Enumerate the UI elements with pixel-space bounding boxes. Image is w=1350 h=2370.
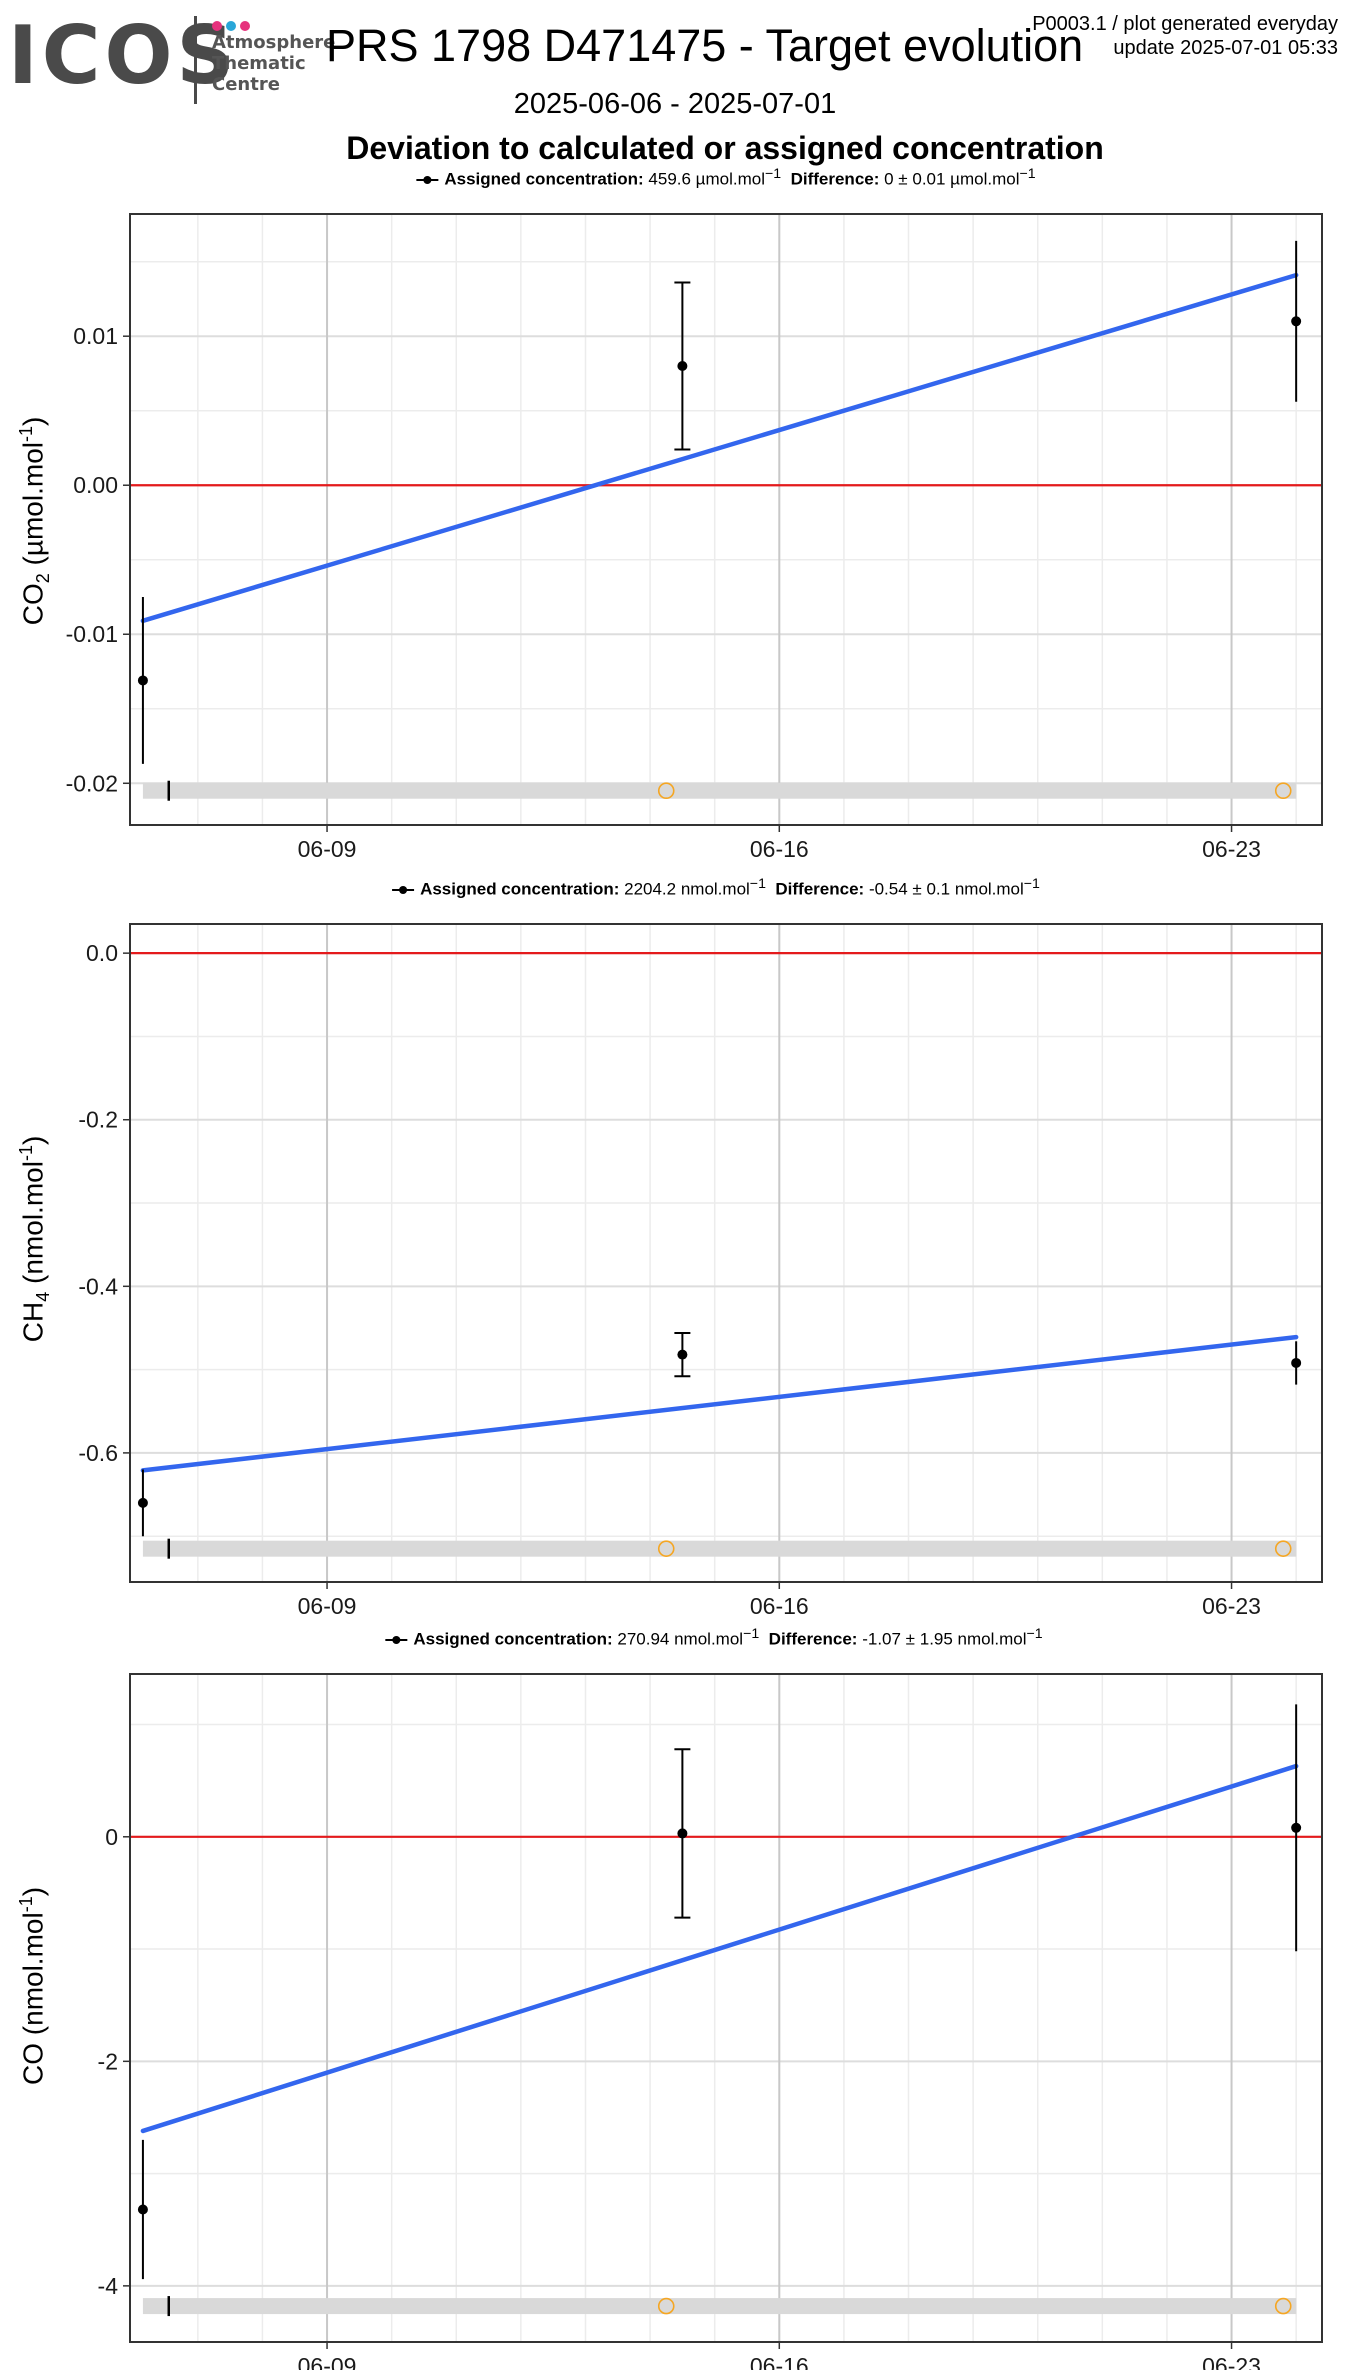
- x-tick-label: 06-09: [298, 836, 357, 862]
- logo-dots: [212, 18, 254, 31]
- trend-line: [140, 1334, 1299, 1473]
- legend-difference-label: Difference:: [790, 169, 880, 189]
- date-range: 2025-06-06 - 2025-07-01: [513, 88, 837, 120]
- plot-border: [129, 213, 1323, 826]
- logo-line-1: Atmosphere: [212, 32, 336, 53]
- legend-difference-label: Difference:: [775, 879, 865, 899]
- ch4-panel: Assigned concentration: 2204.2 nmol.mol−…: [0, 872, 1350, 1619]
- legend-difference-label: Difference:: [768, 1629, 858, 1649]
- x-tick-label: 06-23: [1202, 1593, 1261, 1619]
- legend-point-icon: [416, 176, 439, 185]
- legend-assigned-value: 2204.2 nmol.mol: [624, 879, 750, 899]
- co2-chart: 0.01 0.00 -0.01 -0.02 06-09 06-16 06-23: [66, 213, 1323, 862]
- data-point: [677, 1349, 688, 1360]
- legend-assigned-unit-exp: −1: [749, 876, 766, 892]
- legend-assigned-value: 459.6 µmol.mol: [648, 169, 765, 189]
- legend-difference-value: 0 ± 0.01 µmol.mol: [884, 169, 1020, 189]
- legend-difference-unit-exp: −1: [1026, 1626, 1043, 1642]
- flag-band: [142, 1540, 1297, 1557]
- data-point: [1291, 316, 1302, 327]
- data-point: [137, 1497, 148, 1508]
- ch4-legend: Assigned concentration: 2204.2 nmol.mol−…: [0, 872, 1350, 899]
- update-timestamp: update 2025-07-01 05:33: [1113, 37, 1338, 59]
- y-tick-label: -0.2: [78, 1107, 118, 1133]
- logo-line-3: Centre: [212, 74, 280, 95]
- x-tick-label: 06-16: [750, 836, 809, 862]
- y-tick-label: 0.0: [86, 940, 118, 966]
- logo-dot-2: [226, 21, 236, 31]
- icos-logo: ICOS Atmosphere Thematic Centre: [8, 9, 335, 110]
- y-tick-label: 0: [105, 1824, 118, 1850]
- co2-panel: Assigned concentration: 459.6 µmol.mol−1…: [0, 162, 1350, 862]
- legend-assigned-value: 270.94 nmol.mol: [617, 1629, 744, 1649]
- logo-wordmark: ICOS: [8, 9, 239, 102]
- legend-assigned-unit-exp: −1: [743, 1626, 760, 1642]
- flag-marker: [1274, 1540, 1292, 1557]
- y-tick-label: 0.00: [73, 472, 118, 498]
- data-point: [677, 1828, 688, 1839]
- flag-marker: [657, 782, 675, 800]
- plot-border: [129, 923, 1323, 1583]
- chart-subtitle: Deviation to calculated or assigned conc…: [346, 130, 1104, 166]
- x-tick-label: 06-23: [1202, 2353, 1261, 2370]
- co-panel: Assigned concentration: 270.94 nmol.mol−…: [0, 1622, 1350, 2370]
- legend-assigned-label: Assigned concentration:: [444, 169, 644, 189]
- y-tick-label: 0.01: [73, 323, 118, 349]
- ch4-chart: 0.0 -0.2 -0.4 -0.6 06-09 06-16 06-23: [78, 923, 1323, 1619]
- legend-assigned-label: Assigned concentration:: [413, 1629, 613, 1649]
- legend-assigned-unit-exp: −1: [764, 166, 782, 182]
- y-tick-label: -0.4: [78, 1273, 118, 1299]
- x-tick-label: 06-16: [750, 1593, 809, 1619]
- flag-marker: [657, 2297, 675, 2315]
- data-point: [137, 2204, 148, 2215]
- plot-border: [129, 1673, 1323, 2343]
- logo-dot-3: [240, 21, 250, 31]
- legend-point-icon: [385, 1636, 408, 1645]
- co2-legend: Assigned concentration: 459.6 µmol.mol−1…: [0, 162, 1350, 189]
- trend-line: [140, 1763, 1299, 2134]
- x-tick-label: 06-16: [750, 2353, 809, 2370]
- x-tick-label: 06-23: [1202, 836, 1261, 862]
- flag-band: [142, 782, 1297, 799]
- data-point: [677, 361, 688, 372]
- x-tick-label: 06-09: [298, 2353, 357, 2370]
- legend-difference-value: -0.54 ± 0.1 nmol.mol: [868, 879, 1024, 899]
- data-point: [1291, 1357, 1302, 1368]
- flag-marker: [1274, 2297, 1292, 2315]
- trend-line: [140, 272, 1299, 624]
- logo-separator: [194, 16, 197, 104]
- data-point: [1291, 1822, 1302, 1833]
- flag-marker: [657, 1540, 675, 1557]
- logo-dot-1: [212, 21, 222, 31]
- logo-line-2: Thematic: [212, 53, 306, 74]
- flag-band: [142, 2298, 1297, 2315]
- co-chart: 0 -2 -4 06-09 06-16 06-23: [98, 1673, 1323, 2370]
- y-tick-label: -4: [98, 2273, 119, 2299]
- legend-difference-value: -1.07 ± 1.95 nmol.mol: [862, 1629, 1027, 1649]
- plot-meta: P0003.1 / plot generated everyday update…: [1032, 12, 1338, 60]
- legend-difference-unit-exp: −1: [1023, 876, 1040, 892]
- page-title: PRS 1798 D471475 - Target evolution: [326, 20, 1084, 71]
- x-tick-label: 06-09: [298, 1593, 357, 1619]
- plot-id-line: P0003.1 / plot generated everyday: [1032, 13, 1338, 35]
- y-tick-label: -0.02: [66, 770, 118, 796]
- y-tick-label: -0.6: [78, 1440, 118, 1466]
- y-tick-label: -2: [98, 2048, 118, 2074]
- logo-caption: Atmosphere Thematic Centre: [212, 32, 335, 95]
- flag-marker: [1274, 782, 1292, 800]
- co-legend: Assigned concentration: 270.94 nmol.mol−…: [0, 1622, 1350, 1649]
- legend-assigned-label: Assigned concentration:: [420, 879, 620, 899]
- legend-point-icon: [392, 886, 415, 895]
- legend-difference-unit-exp: −1: [1019, 166, 1036, 182]
- data-point: [137, 675, 148, 686]
- y-tick-label: -0.01: [66, 621, 118, 647]
